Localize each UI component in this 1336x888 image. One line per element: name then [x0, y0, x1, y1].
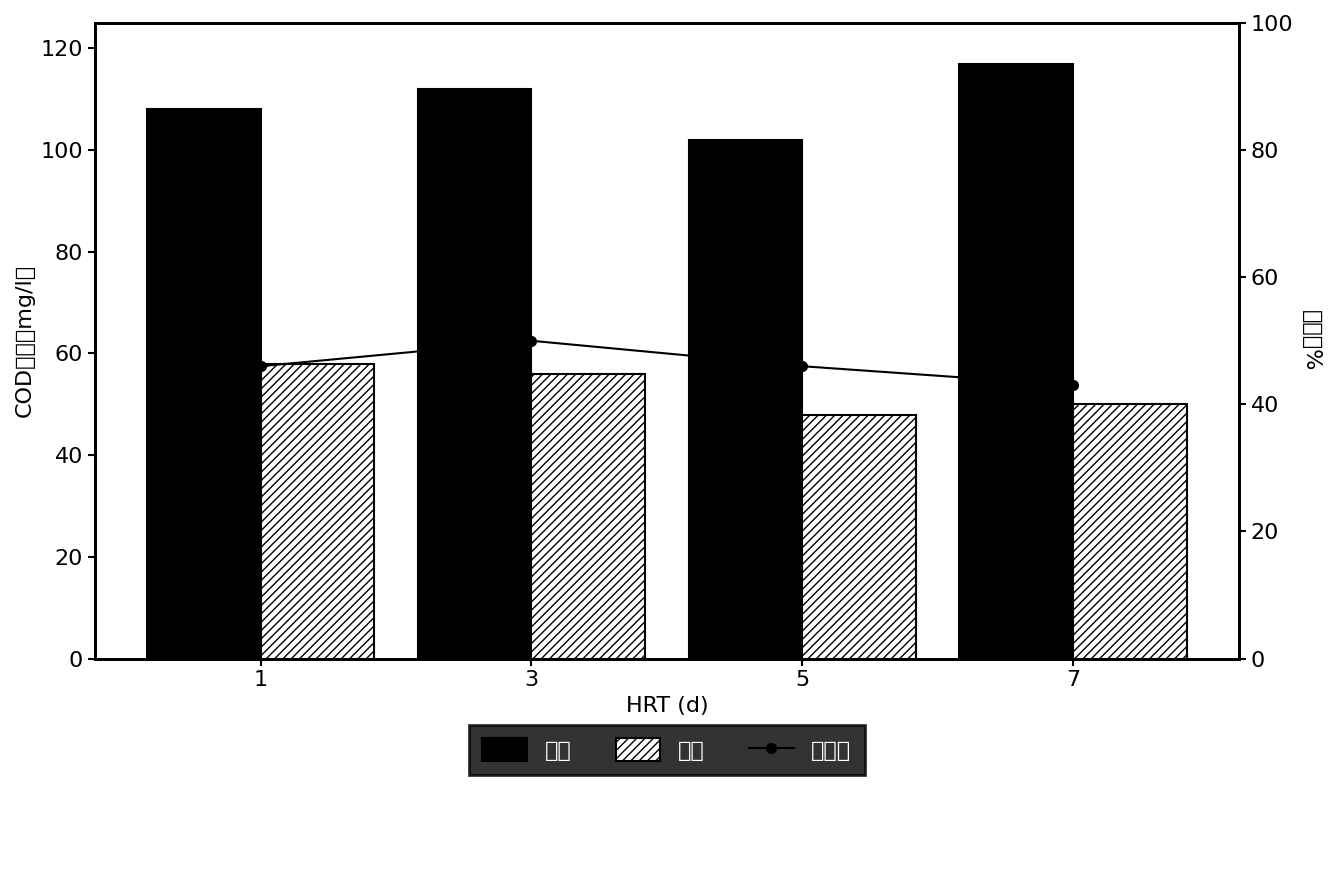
- Y-axis label: COD浓度（mg/l）: COD浓度（mg/l）: [15, 265, 35, 417]
- Legend: 原水, 出水, 去除率: 原水, 出水, 去除率: [469, 725, 864, 774]
- Y-axis label: 去除率%: 去除率%: [1301, 310, 1321, 371]
- Bar: [959, 64, 1073, 659]
- 去除率: [1065, 380, 1081, 391]
- 去除率: [795, 361, 811, 371]
- 去除率: [524, 336, 540, 346]
- Line: 去除率: 去除率: [257, 336, 1078, 390]
- Bar: [147, 109, 261, 659]
- Bar: [803, 415, 916, 659]
- Bar: [532, 374, 645, 659]
- Bar: [1073, 404, 1186, 659]
- Bar: [418, 89, 532, 659]
- 去除率: [253, 361, 269, 371]
- Bar: [261, 364, 374, 659]
- Bar: [688, 140, 803, 659]
- X-axis label: HRT (d): HRT (d): [625, 696, 708, 716]
